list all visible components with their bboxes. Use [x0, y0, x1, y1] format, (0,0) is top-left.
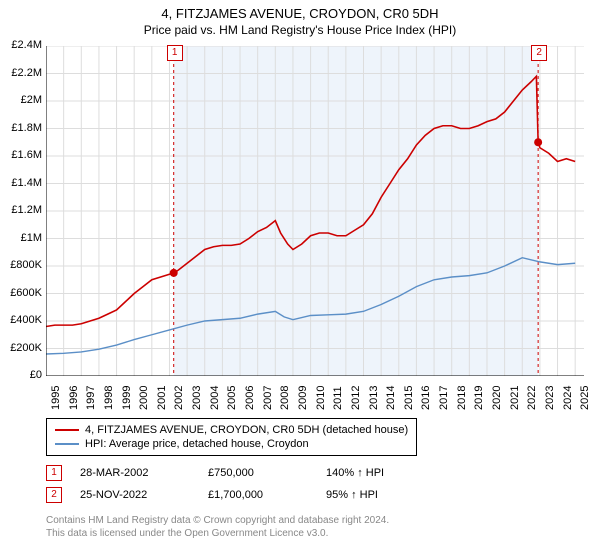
y-tick-label: £2.2M [0, 67, 42, 79]
marker-badge: 1 [167, 45, 183, 61]
x-tick-label: 1995 [50, 386, 62, 410]
x-tick-label: 1997 [85, 386, 97, 410]
y-tick-label: £1.2M [0, 204, 42, 216]
x-tick-label: 1999 [121, 386, 133, 410]
y-tick-label: £600K [0, 287, 42, 299]
x-tick-label: 2008 [279, 386, 291, 410]
x-tick-label: 2007 [262, 386, 274, 410]
x-tick-label: 1998 [103, 386, 115, 410]
y-tick-label: £1M [0, 232, 42, 244]
legend-row-price: 4, FITZJAMES AVENUE, CROYDON, CR0 5DH (d… [55, 423, 408, 437]
x-tick-label: 2017 [438, 386, 450, 410]
x-tick-label: 2003 [191, 386, 203, 410]
y-tick-label: £2M [0, 94, 42, 106]
x-tick-label: 2015 [403, 386, 415, 410]
x-tick-label: 2025 [579, 386, 591, 410]
legend: 4, FITZJAMES AVENUE, CROYDON, CR0 5DH (d… [46, 418, 417, 456]
y-tick-label: £800K [0, 259, 42, 271]
x-tick-label: 2016 [420, 386, 432, 410]
x-tick-label: 2010 [315, 386, 327, 410]
x-tick-label: 2011 [332, 386, 344, 410]
x-tick-label: 2012 [350, 386, 362, 410]
legend-swatch-price [55, 429, 79, 431]
footer-line-1: Contains HM Land Registry data © Crown c… [46, 514, 389, 527]
legend-swatch-hpi [55, 443, 79, 445]
chart-container: 4, FITZJAMES AVENUE, CROYDON, CR0 5DH Pr… [0, 0, 600, 560]
y-tick-label: £2.4M [0, 39, 42, 51]
x-tick-label: 2020 [491, 386, 503, 410]
event-price: £1,700,000 [208, 489, 308, 501]
x-tick-label: 2023 [544, 386, 556, 410]
event-row: 2 25-NOV-2022 £1,700,000 95% ↑ HPI [46, 484, 436, 506]
event-row: 1 28-MAR-2002 £750,000 140% ↑ HPI [46, 462, 436, 484]
x-tick-label: 2021 [509, 386, 521, 410]
x-tick-label: 2002 [173, 386, 185, 410]
event-date: 25-NOV-2022 [80, 489, 190, 501]
x-tick-label: 2005 [226, 386, 238, 410]
x-tick-label: 2019 [473, 386, 485, 410]
x-tick-label: 2000 [138, 386, 150, 410]
x-tick-label: 2004 [209, 386, 221, 410]
event-pct: 95% ↑ HPI [326, 489, 436, 501]
legend-label-hpi: HPI: Average price, detached house, Croy… [85, 438, 309, 450]
x-tick-label: 2014 [385, 386, 397, 410]
plot-area [46, 46, 584, 376]
x-tick-label: 2001 [156, 386, 168, 410]
x-tick-label: 1996 [68, 386, 80, 410]
x-tick-label: 2022 [526, 386, 538, 410]
legend-row-hpi: HPI: Average price, detached house, Croy… [55, 437, 408, 451]
legend-label-price: 4, FITZJAMES AVENUE, CROYDON, CR0 5DH (d… [85, 424, 408, 436]
x-tick-label: 2006 [244, 386, 256, 410]
footer-line-2: This data is licensed under the Open Gov… [46, 527, 389, 540]
event-badge: 1 [46, 465, 62, 481]
y-tick-label: £200K [0, 342, 42, 354]
chart-subtitle: Price paid vs. HM Land Registry's House … [0, 21, 600, 41]
event-price: £750,000 [208, 467, 308, 479]
y-tick-label: £1.6M [0, 149, 42, 161]
x-tick-label: 2013 [368, 386, 380, 410]
event-pct: 140% ↑ HPI [326, 467, 436, 479]
chart-title: 4, FITZJAMES AVENUE, CROYDON, CR0 5DH [0, 0, 600, 21]
y-tick-label: £1.8M [0, 122, 42, 134]
y-tick-label: £1.4M [0, 177, 42, 189]
x-tick-label: 2024 [562, 386, 574, 410]
y-tick-label: £400K [0, 314, 42, 326]
events-table: 1 28-MAR-2002 £750,000 140% ↑ HPI 2 25-NOV-20… [46, 462, 436, 506]
x-tick-label: 2009 [297, 386, 309, 410]
footer-text: Contains HM Land Registry data © Crown c… [46, 514, 389, 540]
event-badge: 2 [46, 487, 62, 503]
x-tick-label: 2018 [456, 386, 468, 410]
marker-badge: 2 [531, 45, 547, 61]
event-date: 28-MAR-2002 [80, 467, 190, 479]
y-tick-label: £0 [0, 369, 42, 381]
